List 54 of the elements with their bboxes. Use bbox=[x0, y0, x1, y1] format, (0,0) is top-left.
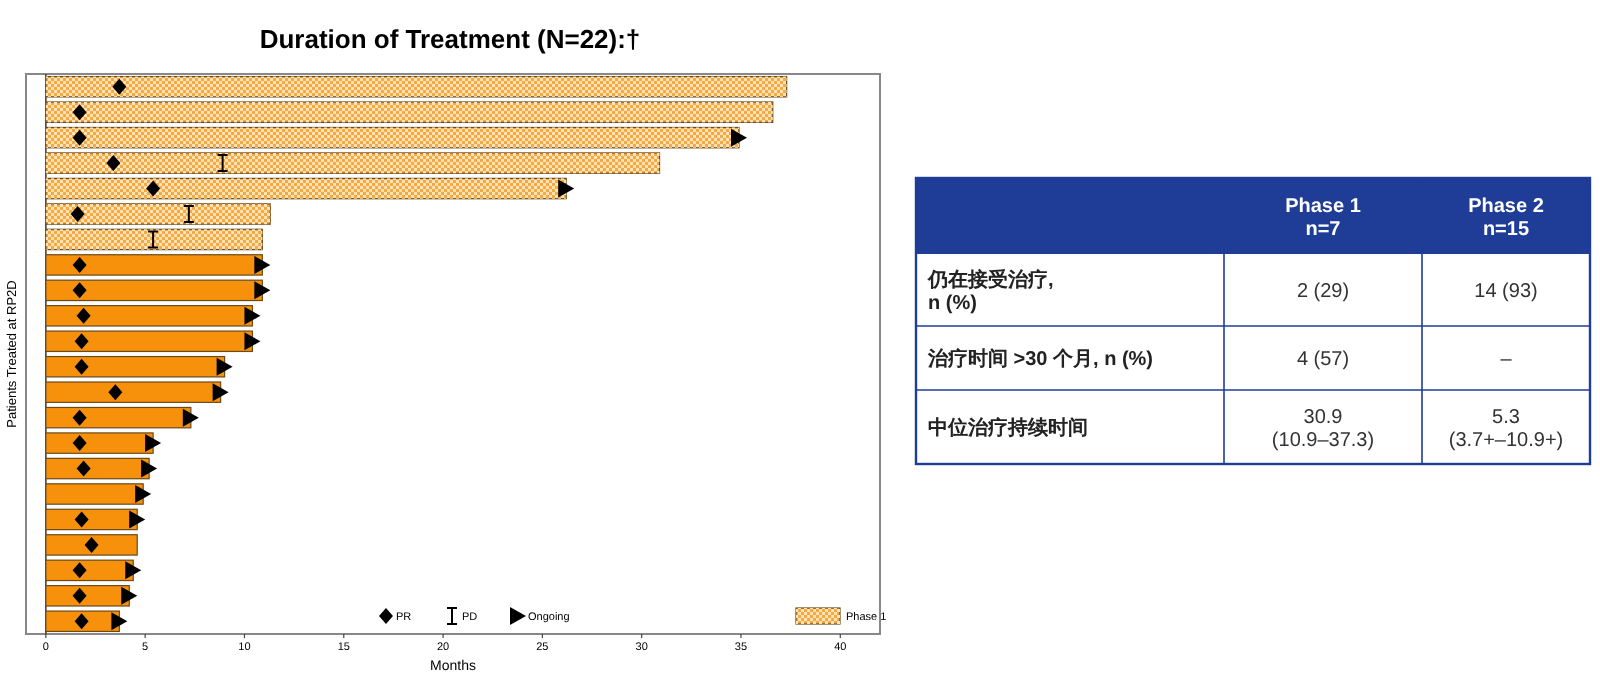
point bbox=[558, 179, 575, 198]
point bbox=[84, 536, 99, 553]
point bbox=[244, 332, 261, 351]
point bbox=[254, 281, 271, 300]
category-label: 中位治疗持续时间 bbox=[928, 418, 1088, 440]
point bbox=[72, 409, 87, 426]
bar bbox=[45, 254, 263, 276]
point bbox=[112, 78, 127, 95]
text: 4 (57) bbox=[1296, 349, 1350, 371]
point bbox=[212, 383, 229, 402]
point bbox=[72, 129, 87, 146]
category-label: 仍在接受治疗, n (%) bbox=[928, 269, 1054, 315]
text: 14 (93) bbox=[1474, 281, 1538, 303]
point bbox=[146, 180, 161, 197]
point bbox=[141, 459, 158, 478]
bar bbox=[45, 279, 263, 302]
point bbox=[730, 128, 747, 147]
category-label: 治疗时间 >30 个月, n (%) bbox=[928, 349, 1154, 371]
point bbox=[76, 307, 91, 324]
point bbox=[182, 408, 199, 427]
point bbox=[129, 510, 146, 529]
point bbox=[70, 206, 85, 222]
text: 30.9 (10.9–37.3) bbox=[1271, 406, 1375, 452]
point bbox=[145, 434, 162, 453]
point bbox=[216, 357, 233, 376]
point bbox=[74, 358, 89, 375]
bar bbox=[45, 406, 192, 429]
bar bbox=[45, 483, 144, 505]
point bbox=[72, 587, 87, 604]
point bbox=[72, 435, 87, 452]
text: 2 (29) bbox=[1296, 281, 1350, 303]
text: 5.3 (3.7+–10.9+) bbox=[1448, 406, 1564, 452]
point bbox=[111, 612, 128, 631]
point bbox=[106, 155, 121, 172]
point bbox=[135, 485, 152, 503]
point bbox=[72, 104, 87, 121]
bar bbox=[45, 534, 138, 556]
point bbox=[244, 306, 261, 325]
point bbox=[108, 384, 123, 401]
point bbox=[254, 255, 271, 274]
point bbox=[121, 586, 138, 605]
point bbox=[182, 205, 195, 223]
point bbox=[125, 561, 142, 580]
point bbox=[74, 511, 89, 528]
chart-title: Duration of Treatment (N=22):† bbox=[259, 24, 641, 54]
category-label: Phase 2 n=15 bbox=[1468, 195, 1545, 241]
category-label: Phase 1 n=7 bbox=[1285, 195, 1362, 241]
point bbox=[74, 333, 89, 350]
point bbox=[72, 282, 87, 299]
point bbox=[72, 562, 87, 579]
point bbox=[74, 613, 89, 630]
point bbox=[72, 256, 87, 273]
text: – bbox=[1500, 349, 1512, 371]
point bbox=[76, 460, 91, 477]
